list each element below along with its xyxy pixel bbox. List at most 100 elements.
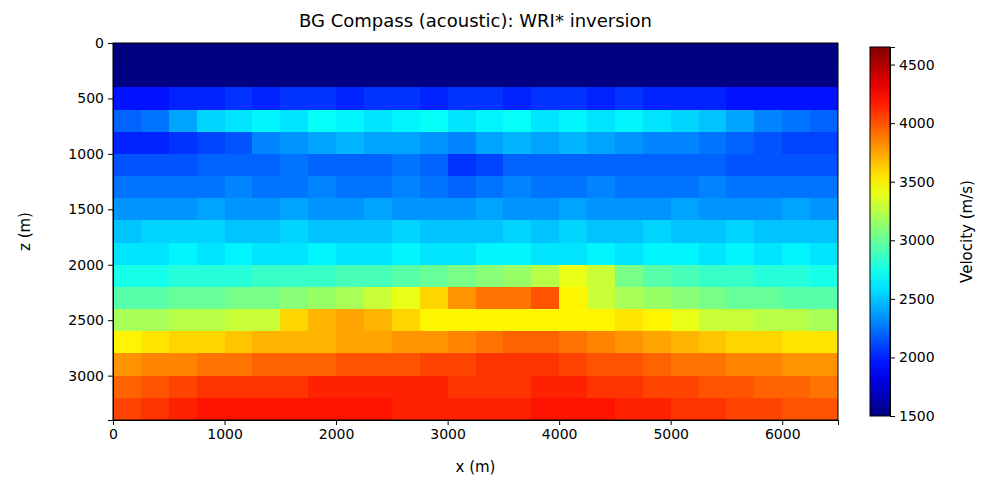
- heatmap-cell: [671, 309, 699, 332]
- tick: 3000: [430, 420, 466, 442]
- heatmap-cell: [643, 176, 671, 199]
- heatmap-cell: [587, 65, 615, 88]
- heatmap-cell: [503, 398, 531, 420]
- heatmap-cell: [476, 176, 504, 199]
- heatmap-cell: [420, 43, 448, 66]
- tick-label: 4000: [899, 115, 935, 131]
- heatmap-cell: [197, 154, 225, 177]
- colorbar-title: Velocity (m/s): [958, 180, 976, 283]
- x-axis-title: x (m): [456, 458, 496, 476]
- tick: 5000: [653, 420, 689, 442]
- tick: 2000: [68, 257, 113, 273]
- heatmap-cell: [336, 87, 364, 110]
- heatmap-cell: [782, 331, 810, 354]
- tick: 3000: [890, 232, 935, 248]
- tick-label: 3000: [899, 232, 935, 248]
- heatmap-cell: [587, 353, 615, 376]
- heatmap-cell: [225, 110, 253, 133]
- tick-mark: [108, 43, 113, 44]
- heatmap-cell: [113, 376, 141, 399]
- heatmap-cell: [503, 353, 531, 376]
- heatmap-cell: [392, 176, 420, 199]
- heatmap-cell: [113, 287, 141, 310]
- heatmap-cell: [559, 176, 587, 199]
- heatmap-cell: [699, 110, 727, 133]
- heatmap-cell: [420, 376, 448, 399]
- heatmap-cell: [726, 110, 754, 133]
- heatmap-cell: [503, 309, 531, 332]
- heatmap-cell: [392, 398, 420, 420]
- heatmap-cell: [671, 287, 699, 310]
- heatmap-cell: [476, 132, 504, 155]
- heatmap-cell: [643, 398, 671, 420]
- heatmap-cell: [559, 198, 587, 221]
- heatmap-cell: [559, 376, 587, 399]
- heatmap-cell: [364, 43, 392, 66]
- heatmap-cell: [587, 265, 615, 288]
- heatmap-cell: [810, 243, 838, 266]
- heatmap-cell: [448, 87, 476, 110]
- tick: 0: [109, 420, 118, 442]
- heatmap-cell: [280, 398, 308, 420]
- heatmap-cell: [671, 154, 699, 177]
- heatmap-cell: [531, 287, 559, 310]
- heatmap-cell: [699, 220, 727, 243]
- heatmap-cell: [615, 176, 643, 199]
- heatmap-cell: [225, 87, 253, 110]
- heatmap-cell: [643, 65, 671, 88]
- heatmap-cell: [448, 331, 476, 354]
- heatmap-cell: [364, 353, 392, 376]
- heatmap-cell: [336, 287, 364, 310]
- heatmap-cell: [169, 398, 197, 420]
- heatmap-cell: [810, 65, 838, 88]
- heatmap-cell: [113, 309, 141, 332]
- heatmap-cell: [559, 243, 587, 266]
- heatmap-cell: [252, 243, 280, 266]
- heatmap-cell: [699, 243, 727, 266]
- heatmap-cell: [782, 398, 810, 420]
- heatmap-cell: [782, 376, 810, 399]
- heatmap-cell: [726, 176, 754, 199]
- heatmap-cell: [531, 243, 559, 266]
- tick: 4500: [890, 57, 935, 73]
- heatmap-cell: [420, 154, 448, 177]
- heatmap-cell: [113, 87, 141, 110]
- heatmap-cell: [559, 398, 587, 420]
- heatmap-cell: [225, 331, 253, 354]
- heatmap-cell: [448, 65, 476, 88]
- heatmap-cell: [392, 154, 420, 177]
- heatmap-cell: [420, 176, 448, 199]
- heatmap-cell: [448, 110, 476, 133]
- heatmap-cell: [671, 43, 699, 66]
- axis-line: [108, 44, 114, 421]
- heatmap-cell: [671, 243, 699, 266]
- heatmap-cell: [476, 353, 504, 376]
- chart: 0100020003000400050006000050010001500200…: [0, 0, 992, 487]
- heatmap-cell: [420, 353, 448, 376]
- heatmap-cell: [782, 309, 810, 332]
- heatmap-cell: [699, 398, 727, 420]
- tick-label: 0: [95, 35, 104, 51]
- heatmap-cell: [169, 87, 197, 110]
- tick-label: 0: [109, 426, 118, 442]
- heatmap-cell: [476, 220, 504, 243]
- heatmap-cell: [169, 220, 197, 243]
- heatmap-cell: [113, 110, 141, 133]
- heatmap-cell: [252, 198, 280, 221]
- heatmap-cell: [364, 265, 392, 288]
- heatmap-cell: [225, 309, 253, 332]
- heatmap-cell: [559, 110, 587, 133]
- heatmap-cell: [197, 198, 225, 221]
- heatmap-cell: [392, 265, 420, 288]
- tick-label: 5000: [653, 426, 689, 442]
- heatmap-cell: [448, 154, 476, 177]
- heatmap-cell: [615, 220, 643, 243]
- heatmap-cell: [141, 132, 169, 155]
- heatmap-cell: [392, 220, 420, 243]
- heatmap-cell: [420, 243, 448, 266]
- tick-mark: [890, 240, 895, 241]
- heatmap-cell: [280, 243, 308, 266]
- heatmap-cell: [754, 287, 782, 310]
- heatmap-cell: [252, 376, 280, 399]
- heatmap-cell: [531, 110, 559, 133]
